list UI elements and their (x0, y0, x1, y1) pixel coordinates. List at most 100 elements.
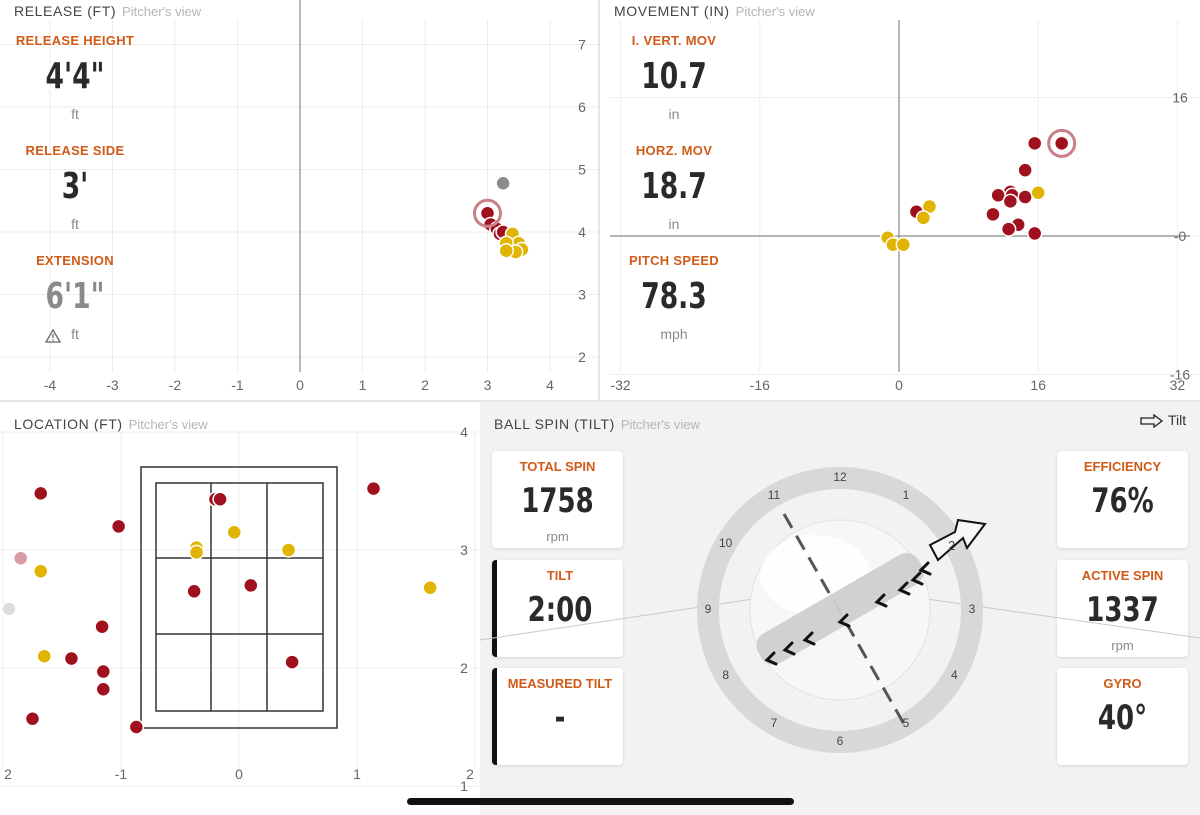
location-point-red[interactable] (186, 583, 202, 600)
release-height-value: 4'4" (45, 56, 105, 97)
location-x-tick: 2 (466, 766, 474, 782)
movement-point-red[interactable] (1026, 135, 1043, 152)
location-subtitle: Pitcher's view (128, 417, 208, 432)
clock-number-10: 10 (718, 536, 733, 550)
location-point-red[interactable] (110, 518, 127, 535)
vert-mov-value: 10.7 (641, 56, 707, 97)
location-x-tick: 0 (235, 766, 243, 782)
location-point-yellow[interactable] (33, 563, 49, 579)
location-x-tick: -1 (115, 766, 128, 782)
location-point-red[interactable] (128, 719, 145, 735)
efficiency-card[interactable]: EFFICIENCY 76% (1057, 451, 1188, 548)
location-point-red[interactable] (95, 663, 112, 680)
location-point-yellow[interactable] (36, 648, 53, 664)
movement-point-yellow[interactable] (915, 210, 932, 226)
release-point-gray[interactable] (495, 175, 511, 191)
gyro-value: 40° (1097, 698, 1148, 738)
chevron-icon (910, 571, 924, 586)
chevron-icon (764, 651, 778, 666)
release-y-tick: 2 (578, 349, 586, 365)
horz-mov-value: 18.7 (641, 166, 707, 207)
release-x-tick: 3 (484, 377, 492, 393)
location-point-red[interactable] (284, 654, 300, 670)
movement-point-red[interactable] (1053, 135, 1070, 152)
extension-value: 6'1" (45, 276, 105, 317)
horz-mov-label: HORZ. MOV (635, 143, 713, 158)
vert-mov-label: I. VERT. MOV (631, 33, 717, 48)
movement-point-red[interactable] (1002, 193, 1019, 210)
active-spin-card[interactable]: ACTIVE SPIN 1337 rpm (1057, 560, 1188, 657)
release-highlight-ring (473, 198, 502, 228)
movement-y-tick: -16 (1170, 367, 1190, 383)
release-y-tick: 6 (578, 99, 586, 115)
location-point-red[interactable] (94, 618, 110, 635)
location-point-red[interactable] (365, 480, 382, 497)
movement-x-tick: -16 (750, 377, 770, 393)
total-spin-card[interactable]: TOTAL SPIN 1758 rpm (492, 451, 623, 548)
pitch-speed-label: PITCH SPEED (629, 253, 719, 268)
chevron-icon (837, 613, 851, 628)
location-point-red[interactable] (212, 491, 228, 508)
efficiency-value: 76% (1091, 481, 1154, 521)
total-spin-unit: rpm (546, 529, 569, 544)
measured-tilt-label: MEASURED TILT (507, 676, 613, 691)
location-point-red[interactable] (243, 577, 259, 594)
location-point-red[interactable] (95, 681, 112, 697)
location-point-yellow[interactable] (280, 542, 297, 558)
chevron-icon (897, 581, 911, 596)
home-indicator[interactable] (407, 798, 794, 805)
movement-point-yellow[interactable] (1030, 184, 1046, 201)
movement-y-tick: -0 (1174, 228, 1187, 244)
clock-number-12: 12 (833, 470, 847, 484)
tilt-toggle-label: Tilt (1168, 412, 1187, 428)
movement-panel-title: MOVEMENT (IN) Pitcher's view (614, 3, 815, 19)
gyro-card[interactable]: GYRO 40° (1057, 668, 1188, 765)
seam-band (756, 553, 924, 665)
movement-point-red[interactable] (985, 206, 1001, 223)
tilt-arrow (928, 518, 987, 562)
location-point-yellow[interactable] (422, 580, 438, 596)
movement-point-red[interactable] (1000, 221, 1017, 237)
clock-number-6: 6 (836, 734, 844, 748)
movement-highlight-ring (1047, 128, 1077, 158)
release-x-tick: 2 (421, 377, 429, 393)
movement-point-red[interactable] (1026, 225, 1043, 242)
ball-spin-panel-title: BALL SPIN (TILT) Pitcher's view (494, 416, 700, 432)
clock-number-9: 9 (704, 602, 712, 616)
release-height-label: RELEASE HEIGHT (15, 33, 135, 48)
total-spin-value: 1758 (521, 481, 594, 521)
location-point-yellow[interactable] (188, 544, 205, 561)
clock-number-8: 8 (722, 668, 730, 682)
release-point-yellow[interactable] (498, 243, 514, 259)
movement-point-red[interactable] (1017, 162, 1033, 178)
clock-number-4: 4 (950, 668, 958, 682)
release-x-tick: -2 (169, 377, 182, 393)
location-y-tick: 4 (460, 424, 468, 440)
location-point-faded[interactable] (12, 550, 29, 567)
location-point-faded[interactable] (1, 601, 17, 617)
strike-zone-inner (155, 482, 324, 712)
movement-y-tick: 16 (1172, 89, 1188, 105)
clock-number-1: 1 (902, 487, 910, 502)
chevron-icon (802, 631, 816, 646)
total-spin-label: TOTAL SPIN (519, 459, 596, 474)
location-point-red[interactable] (24, 710, 41, 727)
location-y-tick: 1 (460, 778, 468, 794)
pitch-speed-unit: mph (660, 326, 688, 342)
measured-tilt-card[interactable]: MEASURED TILT - (492, 668, 623, 765)
arrow-outline-icon (1140, 414, 1164, 428)
location-y-tick: 2 (460, 660, 468, 676)
ball-spin-subtitle: Pitcher's view (620, 417, 700, 432)
location-y-tick: 3 (460, 542, 468, 558)
movement-x-tick: 32 (1170, 377, 1186, 393)
release-y-tick: 5 (578, 162, 586, 178)
location-point-yellow[interactable] (226, 524, 243, 541)
tilt-card[interactable]: TILT 2:00 (492, 560, 623, 657)
release-x-tick: 4 (546, 377, 554, 393)
movement-point-yellow[interactable] (895, 236, 912, 253)
location-point-red[interactable] (33, 485, 49, 502)
location-title-text: LOCATION (FT) (14, 416, 123, 432)
location-point-red[interactable] (63, 650, 80, 667)
release-x-tick: -4 (44, 377, 57, 393)
